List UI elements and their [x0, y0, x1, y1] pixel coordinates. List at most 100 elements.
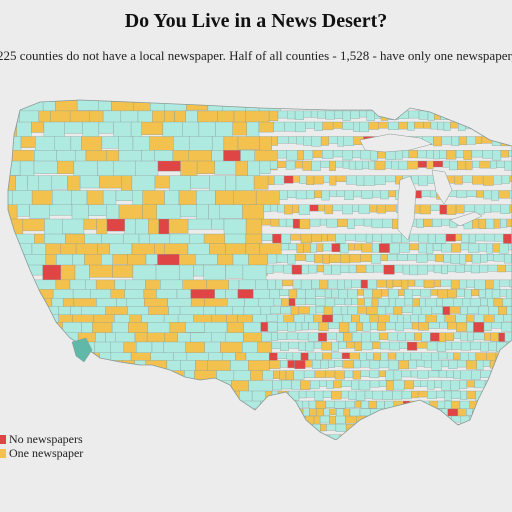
county — [398, 160, 408, 170]
county — [311, 160, 321, 171]
county — [281, 298, 290, 307]
county — [431, 306, 443, 314]
county — [472, 100, 483, 106]
county — [340, 264, 350, 273]
county — [487, 254, 494, 261]
county — [392, 390, 403, 400]
county — [285, 218, 294, 228]
county — [254, 423, 267, 440]
county — [446, 434, 457, 440]
county — [440, 100, 452, 107]
county — [181, 390, 205, 414]
county — [500, 150, 509, 158]
county — [395, 322, 404, 332]
county — [498, 306, 507, 316]
county — [490, 332, 499, 342]
county — [89, 264, 113, 278]
county — [442, 306, 451, 316]
county — [352, 150, 361, 159]
county — [474, 121, 482, 132]
county — [486, 243, 493, 254]
county — [479, 264, 489, 273]
county — [393, 370, 402, 381]
county — [292, 279, 302, 289]
county — [355, 233, 367, 242]
county — [38, 175, 52, 193]
county — [493, 380, 503, 391]
county — [418, 175, 429, 186]
county — [305, 360, 313, 368]
county — [145, 254, 158, 265]
county — [468, 243, 480, 253]
county — [160, 423, 174, 438]
county — [323, 408, 330, 417]
county — [204, 390, 225, 408]
county — [453, 423, 464, 433]
county — [12, 341, 30, 354]
county — [305, 254, 315, 262]
county — [450, 100, 458, 108]
county — [407, 279, 416, 287]
county — [317, 110, 326, 119]
county — [294, 254, 307, 261]
county — [389, 341, 400, 351]
county — [504, 332, 512, 342]
county-grid — [8, 100, 512, 440]
county — [329, 408, 337, 415]
county — [293, 370, 305, 380]
county — [427, 380, 435, 390]
county — [322, 254, 330, 264]
county — [485, 279, 494, 289]
county — [485, 289, 493, 300]
county — [282, 279, 294, 287]
county — [277, 352, 287, 359]
county — [488, 400, 498, 409]
county — [287, 110, 296, 120]
county — [272, 264, 284, 273]
county — [490, 204, 501, 213]
county — [316, 408, 324, 417]
county — [476, 190, 484, 198]
county — [17, 360, 42, 375]
legend-swatch-yellow — [0, 449, 6, 458]
county — [464, 434, 475, 440]
county — [15, 408, 30, 430]
county — [439, 332, 447, 343]
county — [366, 306, 378, 315]
county — [370, 322, 378, 330]
county — [398, 289, 405, 296]
county — [372, 390, 383, 400]
county — [455, 150, 464, 158]
county — [507, 370, 512, 379]
lake-superior — [359, 133, 433, 153]
county — [439, 204, 448, 215]
county — [441, 218, 450, 226]
county — [483, 322, 492, 331]
county — [29, 204, 50, 219]
county — [314, 254, 324, 264]
county — [315, 306, 325, 314]
county — [281, 233, 291, 244]
county — [509, 204, 512, 213]
county — [488, 100, 499, 108]
county — [470, 341, 481, 350]
county — [235, 175, 255, 191]
county — [286, 332, 299, 340]
county — [417, 408, 425, 418]
county — [342, 160, 350, 169]
county — [471, 150, 483, 158]
county — [102, 415, 114, 435]
county — [416, 341, 428, 349]
county — [319, 434, 330, 440]
county — [358, 204, 370, 214]
county — [341, 390, 349, 399]
county — [396, 254, 408, 261]
county — [296, 136, 304, 145]
county — [345, 415, 357, 424]
county — [321, 190, 330, 201]
county — [433, 100, 441, 107]
county — [484, 390, 496, 399]
legend-label: No newspapers — [9, 432, 83, 446]
county — [106, 218, 125, 232]
county — [496, 408, 508, 419]
